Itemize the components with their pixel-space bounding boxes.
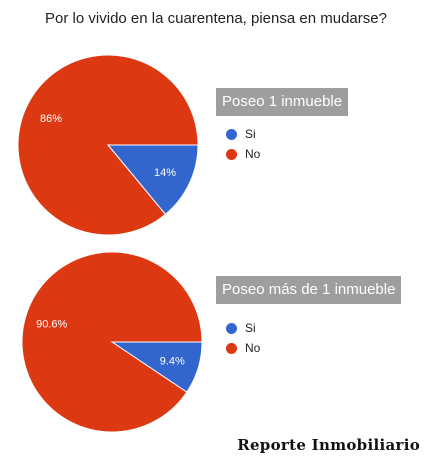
pie-2-title: Poseo más de 1 inmueble (216, 276, 402, 304)
legend-swatch-no (226, 148, 237, 160)
chart-title: Por lo vivido en la cuarentena, piensa e… (45, 10, 387, 27)
legend-item-no: No (226, 338, 260, 358)
pie-2-legend: Si No (226, 318, 260, 358)
legend-label-si: Si (245, 321, 256, 335)
pie-slice-si (106, 144, 199, 216)
pie-chart-2: 9.4% 90.6% (21, 251, 203, 433)
legend-item-si: Si (226, 318, 260, 338)
legend-swatch-no (226, 342, 237, 354)
pie-1-legend: Si No (226, 124, 260, 164)
legend-label-no: No (245, 147, 261, 161)
legend-item-si: Si (226, 124, 260, 144)
legend-label-si: Si (245, 127, 256, 141)
legend-swatch-si (226, 128, 237, 140)
data-label-si: 14% (154, 167, 176, 179)
legend-swatch-si (226, 322, 237, 334)
pie-chart-1: 14% 86% (17, 54, 199, 236)
pie-1-title: Poseo 1 inmueble (216, 88, 349, 116)
data-label-no: 90.6% (36, 319, 67, 331)
legend-label-no: No (245, 341, 261, 355)
data-label-si: 9.4% (160, 355, 185, 367)
pie-slice-no (21, 251, 203, 433)
data-label-no: 86% (40, 113, 62, 125)
reporte-inmobiliario-logo: Reporte Inmobiliario (237, 436, 420, 454)
pie-slice-no (17, 54, 199, 236)
legend-item-no: No (226, 144, 260, 164)
